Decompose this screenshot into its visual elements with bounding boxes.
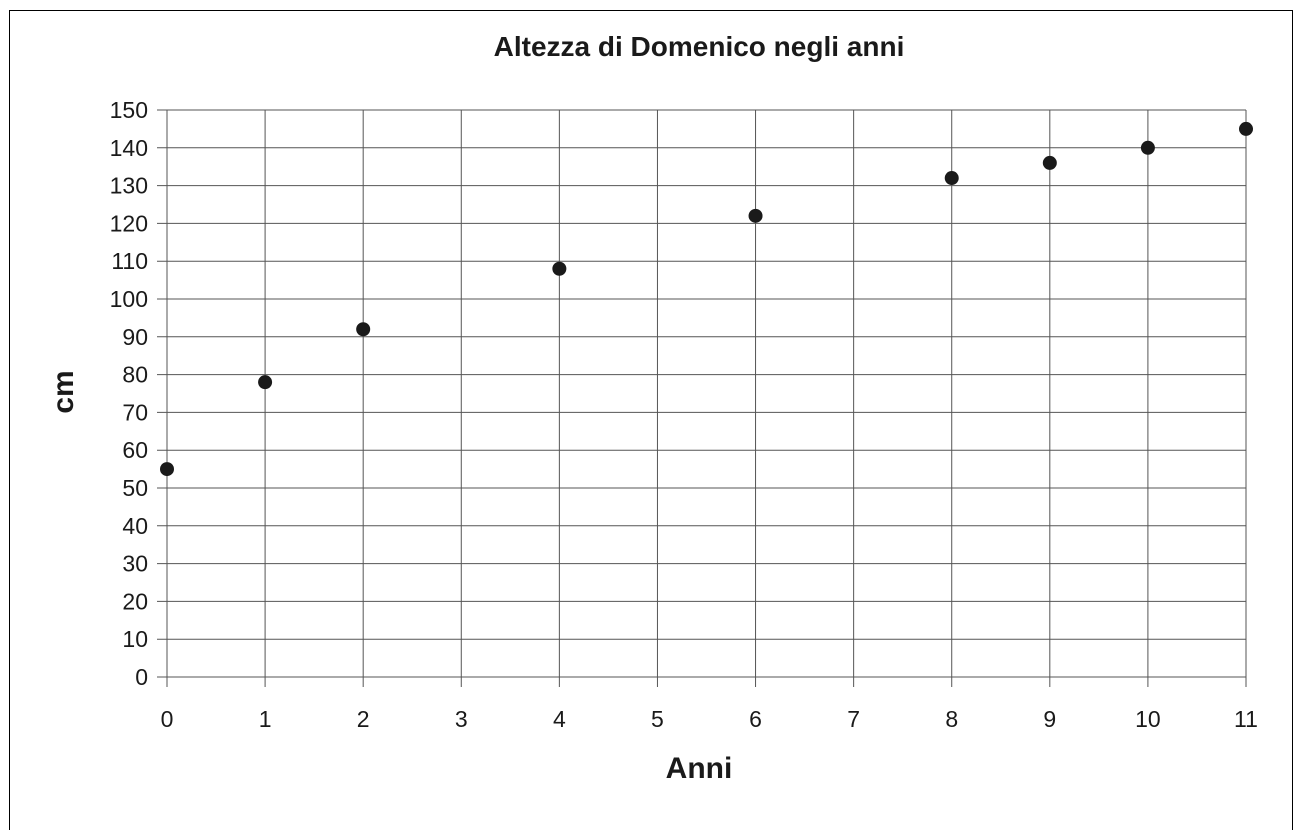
- y-tick-label: 70: [122, 399, 148, 425]
- data-point: [1140, 140, 1155, 155]
- y-tick-label: 110: [111, 248, 148, 274]
- y-tick-label: 90: [122, 324, 148, 350]
- data-point: [160, 462, 174, 477]
- x-tick-label: 4: [553, 706, 566, 732]
- x-tick-label: 7: [847, 706, 860, 732]
- x-tick-label: 9: [1043, 706, 1056, 732]
- data-point: [748, 208, 763, 223]
- x-tick-label: 10: [1135, 706, 1161, 732]
- x-tick-label: 3: [455, 706, 468, 732]
- y-tick-labels: 0 10 20 30 40 50 60 70 80 90 100 110 120 130 140 150: [110, 97, 148, 690]
- y-tick-label: 0: [135, 664, 148, 690]
- y-tick-label: 80: [122, 362, 148, 388]
- y-axis-title: cm: [47, 370, 80, 413]
- data-point: [1239, 121, 1253, 136]
- gridlines: [157, 109, 1247, 687]
- x-tick-label: 8: [945, 706, 958, 732]
- data-point: [552, 261, 567, 276]
- y-tick-label: 30: [122, 551, 148, 577]
- x-axis-title: Anni: [666, 752, 733, 785]
- chart-title: Altezza di Domenico negli anni: [494, 31, 905, 62]
- y-tick-label: 130: [110, 173, 148, 199]
- data-point: [356, 322, 371, 337]
- data-point: [944, 171, 959, 186]
- x-tick-label: 1: [259, 706, 272, 732]
- chart-frame: [9, 10, 1293, 830]
- y-tick-label: 40: [122, 513, 148, 539]
- data-points: [160, 121, 1253, 477]
- data-point: [258, 375, 273, 390]
- y-tick-label: 20: [122, 588, 148, 614]
- x-tick-label: 0: [161, 706, 174, 732]
- y-tick-label: 10: [122, 626, 148, 652]
- y-tick-label: 50: [122, 475, 148, 501]
- x-tick-labels: 0 1 2 3 4 5 6 7 8 9 10 11: [161, 706, 1258, 732]
- x-tick-label: 11: [1234, 706, 1258, 732]
- data-point: [1042, 155, 1057, 170]
- y-tick-label: 60: [122, 437, 148, 463]
- y-tick-label: 140: [110, 135, 148, 161]
- x-tick-label: 2: [357, 706, 370, 732]
- x-tick-label: 6: [749, 706, 762, 732]
- x-tick-label: 5: [651, 706, 664, 732]
- y-tick-label: 120: [110, 210, 148, 236]
- y-tick-label: 150: [110, 97, 148, 123]
- y-tick-label: 100: [110, 286, 148, 312]
